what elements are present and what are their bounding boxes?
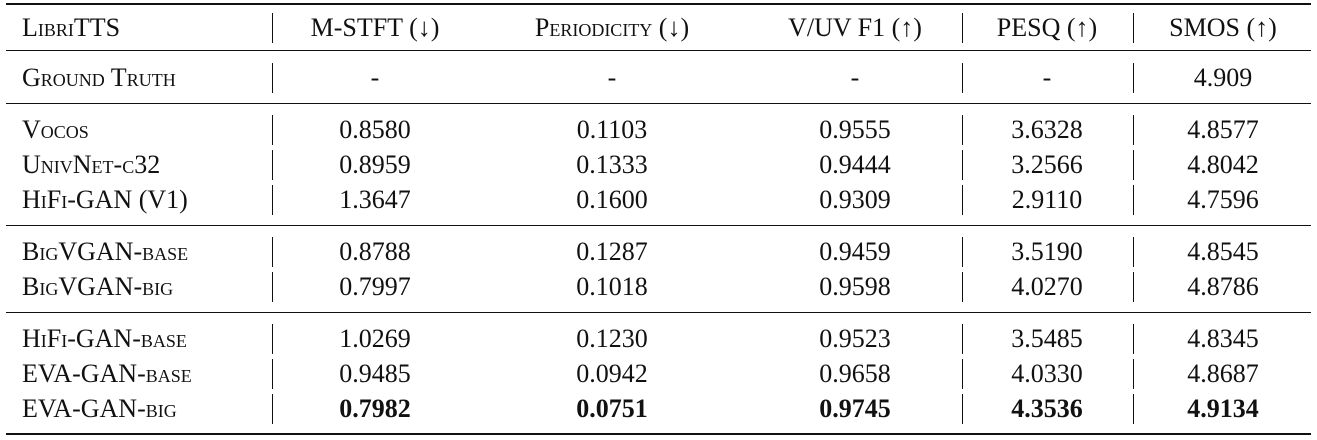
metric-value: 0.1287 — [576, 237, 648, 266]
column-separator — [962, 13, 964, 43]
column-separator — [272, 359, 274, 389]
column-separator — [962, 272, 964, 302]
horizontal-rule — [6, 3, 1311, 5]
metric-value: 4.0270 — [1011, 272, 1083, 301]
horizontal-rule — [6, 50, 1311, 52]
metric-value: 1.3647 — [339, 185, 411, 214]
metric-value: 2.9110 — [1011, 185, 1083, 214]
metric-value: 4.8786 — [1187, 272, 1259, 301]
metric-value: 0.1018 — [576, 272, 648, 301]
metric-value: 3.2566 — [1011, 150, 1083, 179]
column-separator — [1133, 394, 1135, 424]
metric-value: 0.9459 — [819, 237, 891, 266]
metric-value: 0.9555 — [819, 115, 891, 144]
column-separator — [1133, 185, 1135, 215]
column-separator — [272, 394, 274, 424]
metric-value: 1.0269 — [339, 324, 411, 353]
metric-value: 0.0751 — [576, 394, 648, 423]
column-separator — [962, 63, 964, 93]
horizontal-rule — [6, 103, 1311, 105]
column-separator — [1133, 63, 1135, 93]
metric-value: 0.1333 — [576, 150, 648, 179]
column-separator — [272, 150, 274, 180]
metric-value: 0.9745 — [819, 394, 891, 423]
metric-value: 4.8687 — [1187, 359, 1259, 388]
column-separator — [272, 63, 274, 93]
column-separator — [962, 185, 964, 215]
column-separator — [272, 272, 274, 302]
column-separator — [1133, 324, 1135, 354]
metric-value: 4.9134 — [1187, 394, 1259, 423]
model-name: HiFi-GAN-base — [22, 324, 187, 353]
metric-value: - — [1042, 63, 1052, 92]
metric-value: - — [370, 63, 380, 92]
metric-value: 0.9444 — [819, 150, 891, 179]
metric-value: 4.0330 — [1011, 359, 1083, 388]
model-name: BigVGAN-base — [22, 237, 189, 266]
metric-value: 0.9523 — [819, 324, 891, 353]
column-header: SMOS (↑) — [1169, 13, 1277, 42]
model-name: EVA-GAN-big — [22, 394, 177, 423]
column-header: M-STFT (↓) — [310, 13, 440, 42]
metric-value: 4.8577 — [1187, 115, 1259, 144]
metric-value: 4.909 — [1193, 63, 1253, 92]
metric-value: 0.9658 — [819, 359, 891, 388]
column-header: LibriTTS — [22, 13, 121, 42]
column-separator — [1133, 237, 1135, 267]
column-separator — [1133, 272, 1135, 302]
column-separator — [1133, 359, 1135, 389]
column-separator — [272, 237, 274, 267]
model-name: EVA-GAN-base — [22, 359, 192, 388]
metric-value: 3.6328 — [1011, 115, 1083, 144]
metric-value: 4.8345 — [1187, 324, 1259, 353]
metric-value: 0.9598 — [819, 272, 891, 301]
metric-value: 0.1103 — [576, 115, 648, 144]
metric-value: 0.8580 — [339, 115, 411, 144]
metric-value: 4.8042 — [1187, 150, 1259, 179]
metric-value: 0.0942 — [576, 359, 648, 388]
metric-value: 0.9485 — [339, 359, 411, 388]
metric-value: 0.9309 — [819, 185, 891, 214]
column-separator — [1133, 115, 1135, 145]
column-separator — [272, 324, 274, 354]
horizontal-rule — [6, 312, 1311, 314]
column-separator — [1133, 150, 1135, 180]
column-separator — [962, 237, 964, 267]
model-name: Vocos — [22, 115, 89, 144]
model-name: UnivNet-c32 — [22, 150, 161, 179]
metric-value: 0.1230 — [576, 324, 648, 353]
metric-value: 4.3536 — [1011, 394, 1083, 423]
column-separator — [962, 115, 964, 145]
metric-value: 0.7982 — [339, 394, 411, 423]
column-separator — [272, 185, 274, 215]
metric-value: 0.8788 — [339, 237, 411, 266]
column-header: PESQ (↑) — [996, 13, 1098, 42]
metric-value: 3.5485 — [1011, 324, 1083, 353]
horizontal-rule — [6, 225, 1311, 227]
model-name: Ground Truth — [22, 63, 176, 92]
column-separator — [962, 150, 964, 180]
column-separator — [962, 394, 964, 424]
horizontal-rule — [6, 433, 1311, 435]
column-separator — [272, 115, 274, 145]
metric-value: 4.7596 — [1187, 185, 1259, 214]
metric-value: 3.5190 — [1011, 237, 1083, 266]
column-header: Periodicity (↓) — [534, 13, 690, 42]
model-name: BigVGAN-big — [22, 272, 174, 301]
metric-value: 0.7997 — [339, 272, 411, 301]
metric-value: - — [607, 63, 617, 92]
metric-value: - — [850, 63, 860, 92]
column-separator — [272, 13, 274, 43]
metric-value: 0.1600 — [576, 185, 648, 214]
metric-value: 0.8959 — [339, 150, 411, 179]
column-separator — [1133, 13, 1135, 43]
column-separator — [962, 324, 964, 354]
column-header: V/UV F1 (↑) — [788, 13, 922, 42]
model-name: HiFi-GAN (V1) — [22, 185, 188, 214]
column-separator — [962, 359, 964, 389]
metric-value: 4.8545 — [1187, 237, 1259, 266]
